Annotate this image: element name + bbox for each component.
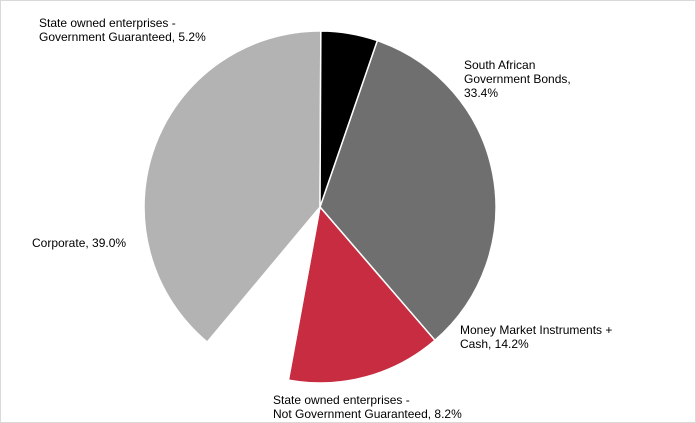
slice-label-south-african-government-bonds: South African Government Bonds, 33.4% bbox=[464, 58, 571, 100]
slice-money-market-instruments bbox=[287, 205, 436, 384]
slice-label-soe-guaranteed: State owned enterprises - Government Gua… bbox=[39, 16, 206, 44]
slice-soe-guaranteed bbox=[319, 30, 379, 208]
slice-label-money-market-instruments: Money Market Instruments + Cash, 14.2% bbox=[460, 323, 613, 351]
slice-south-african-government-bonds bbox=[319, 39, 497, 342]
slice-label-soe-not-guaranteed: State owned enterprises - Not Government… bbox=[273, 393, 462, 421]
slice-label-corporate: Corporate, 39.0% bbox=[32, 236, 127, 250]
slice-soe-not-guaranteed bbox=[206, 204, 322, 382]
slice-corporate bbox=[143, 30, 322, 344]
